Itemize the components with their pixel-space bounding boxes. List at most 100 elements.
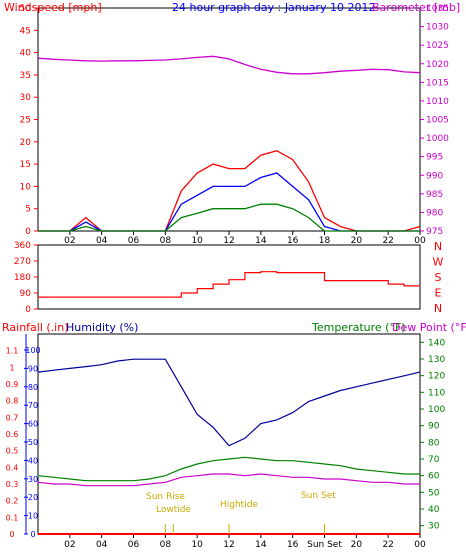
- temp-ytick-label: 30: [428, 522, 440, 532]
- bottom-xtick-label: 20: [351, 540, 363, 550]
- humidity-ytick-label: 20: [28, 493, 38, 502]
- wind-ytick-label: 0: [25, 227, 31, 237]
- baro-ytick-label: 1010: [426, 97, 449, 107]
- humidity-ytick-label: 0: [30, 530, 35, 539]
- bottom-xtick-label: 08: [160, 540, 172, 550]
- compass-label: N: [434, 302, 442, 315]
- dir-ytick-label: 0: [25, 305, 31, 315]
- dir-ytick-label: 180: [14, 273, 31, 283]
- wind-ytick-label: 25: [20, 116, 31, 126]
- humidity-ytick-label: 100: [25, 346, 40, 355]
- temperature-axis-label: Temperature (°F): [311, 321, 406, 334]
- rain-ytick-label: 0.9: [6, 380, 19, 389]
- baro-ytick-label: 1020: [426, 60, 449, 70]
- top-xtick-label: 16: [287, 236, 299, 246]
- temp-ytick-label: 40: [428, 505, 440, 515]
- baro-ytick-label: 995: [426, 153, 443, 163]
- bottom-xtick-label: 22: [382, 540, 393, 550]
- chart-title: 24 hour graph day : January 10 2012: [172, 1, 376, 14]
- barometer-axis-label: Barometer [mb]: [372, 1, 460, 14]
- rain-ytick-label: 0.4: [6, 463, 19, 472]
- baro-ytick-label: 975: [426, 227, 443, 237]
- top-xtick-label: 06: [128, 236, 140, 246]
- bottom-xtick-label: 06: [128, 540, 140, 550]
- wind-ytick-label: 20: [20, 138, 32, 148]
- windspeed-axis-label: Windspeed [mph]: [4, 1, 102, 14]
- temp-ytick-label: 110: [428, 388, 445, 398]
- baro-ytick-label: 1005: [426, 116, 449, 126]
- baro-ytick-label: 1035: [426, 4, 449, 14]
- top-xtick-label: 20: [351, 236, 363, 246]
- top-xtick-label: 12: [223, 236, 234, 246]
- baro-ytick-label: 985: [426, 190, 443, 200]
- annotation-sun-rise: Sun Rise: [146, 492, 185, 502]
- dir-ytick-label: 90: [20, 289, 32, 299]
- temp-ytick-label: 60: [428, 472, 440, 482]
- top-xtick-label: 10: [191, 236, 203, 246]
- top-xtick-label: 00: [414, 236, 426, 246]
- bottom-xtick-label: 14: [255, 540, 267, 550]
- baro-ytick-label: 990: [426, 171, 443, 181]
- bottom-xtick-label: 12: [223, 540, 234, 550]
- rain-ytick-label: 0.7: [6, 413, 19, 422]
- rain-humidity-temp-panel: Rainfall (.in) Humidity (%) Temperature …: [2, 321, 466, 550]
- baro-ytick-label: 1000: [426, 134, 449, 144]
- temp-ytick-label: 70: [428, 455, 440, 465]
- series-wind: [38, 203, 420, 232]
- wind-ytick-label: 10: [20, 182, 32, 192]
- rain-ytick-label: 0.2: [6, 497, 19, 506]
- wind-ytick-label: 45: [20, 26, 31, 36]
- dir-ytick-label: 270: [14, 257, 31, 267]
- bottom-xtick-label: 00: [414, 540, 426, 550]
- temp-ytick-label: 140: [428, 338, 445, 348]
- baro-ytick-label: 1015: [426, 78, 449, 88]
- humidity-ytick-label: 30: [28, 475, 38, 484]
- wind-barometer-panel: Windspeed [mph] 24 hour graph day : Janu…: [4, 1, 460, 246]
- series-barometer: [37, 55, 421, 75]
- temp-ytick-label: 80: [428, 438, 440, 448]
- compass-label: S: [435, 271, 442, 284]
- series-temperature: [37, 456, 420, 482]
- temp-ytick-label: 130: [428, 355, 445, 365]
- top-xtick-label: 08: [160, 236, 172, 246]
- bottom-xtick-label: 02: [64, 540, 75, 550]
- rain-ytick-label: 0: [9, 530, 14, 539]
- temp-ytick-label: 100: [428, 405, 445, 415]
- humidity-ytick-label: 80: [28, 383, 38, 392]
- rainfall-axis-label: Rainfall (.in): [2, 321, 69, 334]
- humidity-ytick-label: 50: [28, 438, 38, 447]
- rain-ytick-label: 0.8: [6, 397, 19, 406]
- compass-label: N: [434, 240, 442, 253]
- series-wind-direction: [38, 271, 420, 298]
- rain-ytick-label: 1.1: [6, 347, 19, 356]
- humidity-axis-label: Humidity (%): [66, 321, 138, 334]
- compass-label: W: [433, 256, 444, 269]
- series-humidity: [37, 358, 421, 447]
- rain-ytick-label: 0.6: [6, 430, 19, 439]
- rain-ytick-label: 0.1: [6, 513, 19, 522]
- dir-ytick-label: 360: [14, 241, 31, 251]
- humidity-ytick-label: 90: [28, 364, 38, 373]
- baro-ytick-label: 1030: [426, 23, 449, 33]
- dewpoint-axis-label: Dew Point (°F): [392, 321, 466, 334]
- baro-ytick-label: 980: [426, 208, 443, 218]
- annotation-lowtide: Lowtide: [156, 505, 191, 515]
- wind-ytick-label: 50: [20, 4, 32, 14]
- top-xtick-label: 22: [382, 236, 393, 246]
- wind-ytick-label: 5: [25, 205, 31, 215]
- top-xtick-label: 02: [64, 236, 75, 246]
- rain-ytick-label: 1: [9, 363, 14, 372]
- bottom-xtick-label: 04: [96, 540, 108, 550]
- wind-ytick-label: 30: [20, 93, 32, 103]
- temp-ytick-label: 50: [428, 488, 440, 498]
- temp-ytick-label: 120: [428, 372, 445, 382]
- rain-ytick-label: 0.3: [6, 480, 19, 489]
- wind-ytick-label: 15: [20, 160, 31, 170]
- temp-ytick-label: 90: [428, 422, 440, 432]
- top-xtick-label: 14: [255, 236, 267, 246]
- bottom-xtick-label: 10: [191, 540, 203, 550]
- wind-ytick-label: 35: [20, 71, 31, 81]
- bottom-xtick-label: 16: [287, 540, 299, 550]
